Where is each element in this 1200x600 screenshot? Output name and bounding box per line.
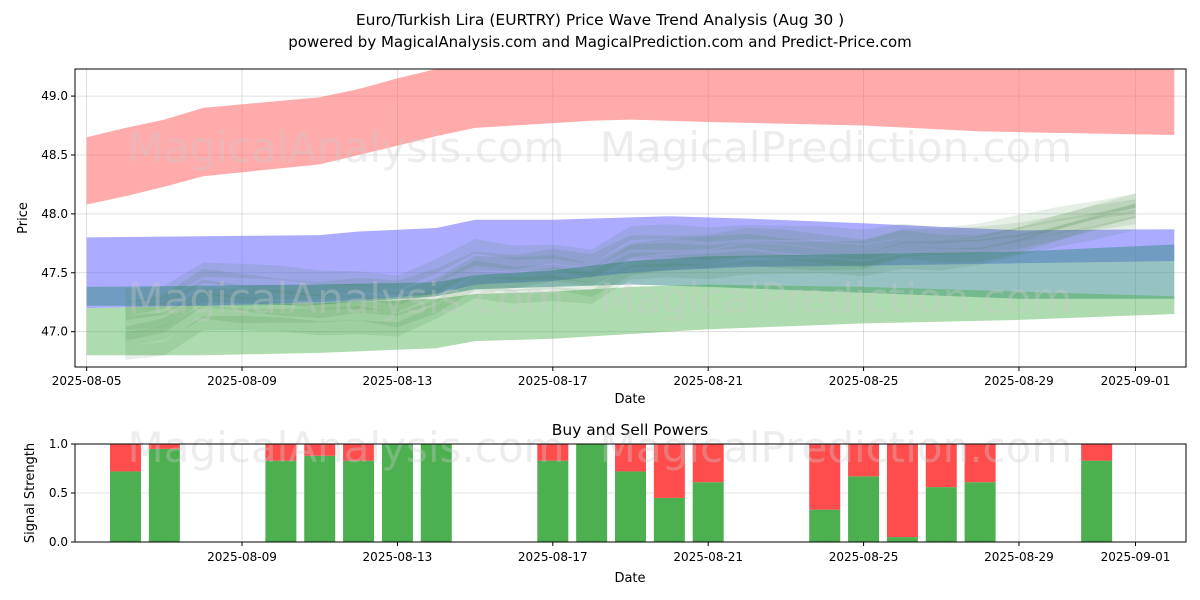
- signal-xtick-label-4: 2025-08-25: [829, 550, 899, 564]
- signal-ytick-label-1: 0.5: [49, 486, 68, 500]
- signal-xtick-label-3: 2025-08-21: [673, 550, 743, 564]
- price-ytick-label-1: 47.5: [41, 266, 68, 280]
- price-band-green: [86, 284, 1175, 356]
- watermark-right: MagicalPrediction.com: [600, 123, 1073, 172]
- price-xtick-label-4: 2025-08-21: [673, 374, 743, 388]
- signal-x-ticks: 2025-08-09 2025-08-13 2025-08-17 2025-08-21…: [207, 542, 1170, 564]
- signal-xtick-label-5: 2025-08-29: [984, 550, 1054, 564]
- watermark-right-2: MagicalPrediction.com: [600, 274, 1073, 323]
- signal-y-ticks: 0.0 0.5 1.0: [49, 437, 75, 549]
- price-ytick-label-3: 48.5: [41, 148, 68, 162]
- price-x-label: Date: [614, 392, 645, 407]
- buy-bar-7: [537, 460, 569, 542]
- price-band-red: [86, 69, 1175, 205]
- signal-x-label: Date: [614, 571, 645, 586]
- signal-y-label: Signal Strength: [23, 443, 38, 543]
- price-band-teal: [86, 244, 1175, 306]
- signal-ytick-label-0: 0.0: [49, 535, 68, 549]
- sell-bar-7: [537, 444, 569, 461]
- sell-bar-9: [615, 444, 646, 472]
- buy-bar-9: [615, 471, 646, 542]
- sell-bar-4: [343, 444, 375, 461]
- buy-bar-8: [576, 444, 608, 542]
- sell-bar-12: [809, 444, 841, 510]
- price-wave-lines: [125, 193, 1136, 360]
- buy-bar-4: [343, 460, 375, 542]
- sell-bar-10: [653, 444, 685, 498]
- price-bands: [86, 69, 1175, 356]
- buy-bar-11: [692, 482, 724, 542]
- price-ytick-label-0: 47.0: [41, 325, 68, 339]
- price-ytick-label-2: 48.0: [41, 207, 68, 221]
- watermark-left-2: MagicalAnalysis.com: [128, 274, 565, 323]
- signal-xtick-label-2: 2025-08-17: [518, 550, 588, 564]
- price-xtick-label-1: 2025-08-09: [207, 374, 277, 388]
- price-y-label: Price: [16, 202, 31, 234]
- buy-bar-6: [420, 444, 452, 542]
- price-wave-3: [125, 204, 1136, 331]
- signal-bars: [110, 444, 1113, 542]
- price-x-ticks: 2025-08-05 2025-08-09 2025-08-13 2025-08-17…: [52, 367, 1171, 388]
- price-xtick-label-2: 2025-08-13: [363, 374, 433, 388]
- price-xtick-label-3: 2025-08-17: [518, 374, 588, 388]
- price-y-ticks: 47.0 47.5 48.0 48.5 49.0: [41, 89, 75, 339]
- buy-bar-12: [809, 509, 841, 542]
- signal-xtick-label-1: 2025-08-13: [363, 550, 433, 564]
- buy-bar-0: [110, 471, 141, 542]
- chart-subtitle: powered by MagicalAnalysis.com and Magic…: [288, 33, 912, 51]
- signal-xtick-label-0: 2025-08-09: [207, 550, 277, 564]
- price-xtick-label-5: 2025-08-25: [829, 374, 899, 388]
- buy-bar-14: [886, 537, 918, 542]
- sell-bar-1: [148, 444, 180, 449]
- watermark-right-3: MagicalPrediction.com: [600, 423, 1073, 472]
- price-xtick-label-6: 2025-08-29: [984, 374, 1054, 388]
- signal-title: Buy and Sell Powers: [552, 421, 709, 439]
- buy-bar-16: [964, 482, 996, 542]
- price-wave-2: [125, 203, 1136, 341]
- price-wave-0: [125, 215, 1136, 360]
- sell-bar-0: [110, 444, 141, 472]
- buy-bar-17: [1081, 460, 1113, 542]
- watermark-left: MagicalAnalysis.com: [128, 123, 565, 172]
- signal-ytick-label-2: 1.0: [49, 437, 68, 451]
- buy-bar-2: [265, 460, 297, 542]
- price-wave-5: [125, 193, 1136, 317]
- buy-bar-15: [925, 487, 957, 542]
- sell-bar-15: [925, 444, 957, 488]
- sell-bar-17: [1081, 444, 1113, 461]
- buy-bar-5: [381, 444, 413, 542]
- chart-title: Euro/Turkish Lira (EURTRY) Price Wave Tr…: [356, 11, 844, 29]
- price-xtick-label-7: 2025-09-01: [1101, 374, 1171, 388]
- buy-bar-10: [653, 497, 685, 542]
- price-ytick-label-4: 49.0: [41, 89, 68, 103]
- price-axes-frame: [74, 68, 1187, 368]
- price-wave-6: [125, 193, 1136, 303]
- sell-bar-11: [692, 444, 724, 483]
- price-wave-4: [125, 199, 1136, 321]
- sell-bar-3: [304, 444, 336, 456]
- buy-bar-3: [304, 455, 336, 542]
- sell-bar-2: [265, 444, 297, 461]
- buy-bar-1: [148, 448, 180, 542]
- sell-bar-13: [848, 444, 880, 477]
- watermark-left-3: MagicalAnalysis.com: [128, 423, 565, 472]
- price-wave-1: [125, 210, 1136, 347]
- sell-bar-14: [886, 444, 918, 538]
- buy-bar-13: [848, 476, 880, 542]
- price-xtick-label-0: 2025-08-05: [52, 374, 122, 388]
- signal-xtick-label-6: 2025-09-01: [1101, 550, 1171, 564]
- sell-bar-16: [964, 444, 996, 483]
